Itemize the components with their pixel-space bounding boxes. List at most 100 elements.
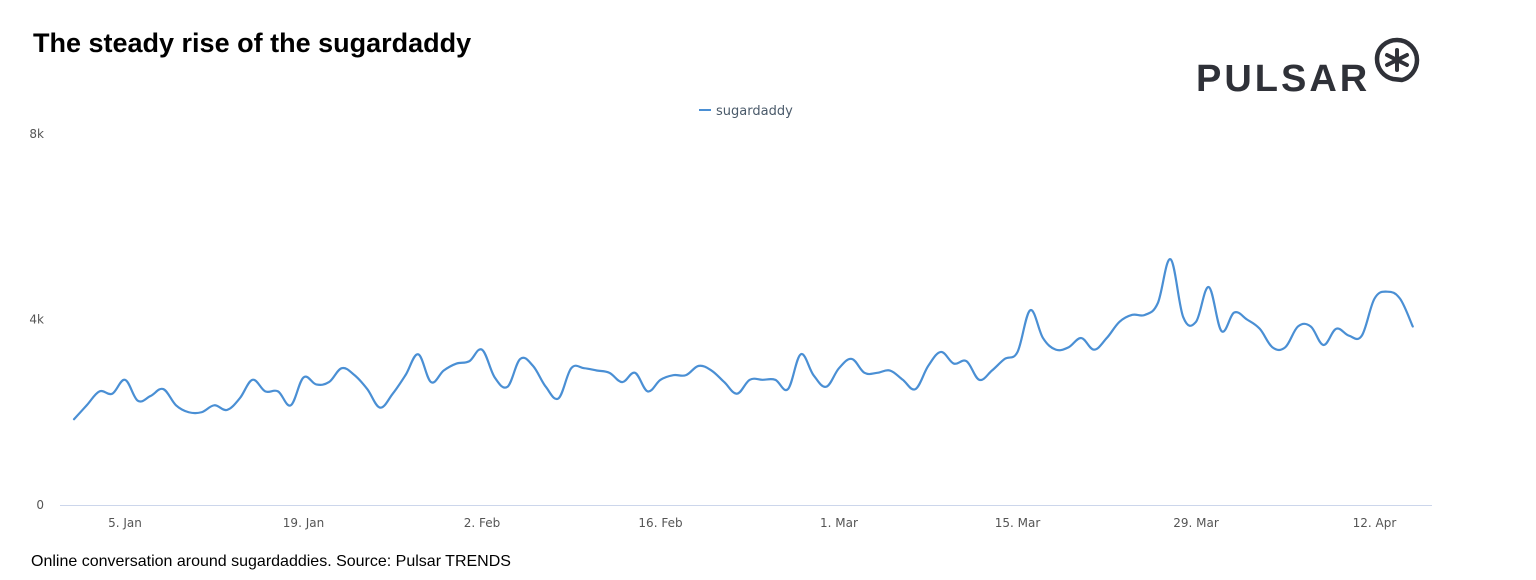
data-point[interactable] bbox=[760, 377, 766, 383]
data-point[interactable] bbox=[1078, 335, 1084, 341]
data-point[interactable] bbox=[339, 365, 345, 371]
data-point[interactable] bbox=[913, 386, 919, 392]
data-point[interactable] bbox=[887, 368, 893, 374]
data-point[interactable] bbox=[237, 395, 243, 401]
data-point[interactable] bbox=[1308, 323, 1314, 329]
data-point[interactable] bbox=[619, 379, 625, 385]
data-point[interactable] bbox=[1397, 296, 1403, 302]
data-point[interactable] bbox=[364, 386, 370, 392]
data-point[interactable] bbox=[224, 407, 230, 413]
data-point[interactable] bbox=[1321, 342, 1327, 348]
data-point[interactable] bbox=[543, 384, 549, 390]
data-point[interactable] bbox=[1219, 328, 1225, 334]
data-point[interactable] bbox=[1002, 356, 1008, 362]
data-point[interactable] bbox=[1180, 314, 1186, 320]
data-point[interactable] bbox=[71, 416, 77, 422]
data-point[interactable] bbox=[594, 368, 600, 374]
data-point[interactable] bbox=[352, 372, 358, 378]
data-point[interactable] bbox=[173, 402, 179, 408]
data-point[interactable] bbox=[1206, 284, 1212, 290]
data-point[interactable] bbox=[721, 379, 727, 385]
data-point[interactable] bbox=[428, 379, 434, 385]
data-point[interactable] bbox=[313, 381, 319, 387]
data-point[interactable] bbox=[288, 402, 294, 408]
data-point[interactable] bbox=[1129, 312, 1135, 318]
data-point[interactable] bbox=[709, 368, 715, 374]
data-point[interactable] bbox=[836, 365, 842, 371]
data-point[interactable] bbox=[670, 372, 676, 378]
legend[interactable]: sugardaddy bbox=[699, 104, 793, 119]
data-point[interactable] bbox=[148, 393, 154, 399]
data-point[interactable] bbox=[160, 386, 166, 392]
data-point[interactable] bbox=[989, 368, 995, 374]
data-point[interactable] bbox=[390, 391, 396, 397]
data-point[interactable] bbox=[122, 377, 128, 383]
data-point[interactable] bbox=[645, 388, 651, 394]
data-point[interactable] bbox=[683, 372, 689, 378]
data-point[interactable] bbox=[951, 361, 957, 367]
data-point[interactable] bbox=[862, 370, 868, 376]
data-point[interactable] bbox=[1410, 323, 1416, 329]
data-point[interactable] bbox=[1104, 335, 1110, 341]
data-point[interactable] bbox=[938, 349, 944, 355]
data-point[interactable] bbox=[377, 405, 383, 411]
data-point[interactable] bbox=[1040, 335, 1046, 341]
data-point[interactable] bbox=[1372, 296, 1378, 302]
data-point[interactable] bbox=[976, 377, 982, 383]
data-point[interactable] bbox=[581, 365, 587, 371]
data-point[interactable] bbox=[696, 363, 702, 369]
data-point[interactable] bbox=[211, 402, 217, 408]
data-point[interactable] bbox=[109, 391, 115, 397]
data-point[interactable] bbox=[1333, 326, 1339, 332]
data-point[interactable] bbox=[1282, 344, 1288, 350]
data-point[interactable] bbox=[1359, 333, 1365, 339]
data-point[interactable] bbox=[772, 377, 778, 383]
data-point[interactable] bbox=[747, 377, 753, 383]
data-point[interactable] bbox=[1384, 289, 1390, 295]
data-point[interactable] bbox=[607, 370, 613, 376]
data-point[interactable] bbox=[556, 395, 562, 401]
data-point[interactable] bbox=[1231, 310, 1237, 316]
data-point[interactable] bbox=[1117, 319, 1123, 325]
data-point[interactable] bbox=[441, 368, 447, 374]
data-point[interactable] bbox=[505, 384, 511, 390]
data-point[interactable] bbox=[849, 356, 855, 362]
data-point[interactable] bbox=[454, 361, 460, 367]
data-point[interactable] bbox=[1295, 323, 1301, 329]
data-point[interactable] bbox=[301, 374, 307, 380]
data-point[interactable] bbox=[1193, 319, 1199, 325]
data-point[interactable] bbox=[1066, 344, 1072, 350]
data-point[interactable] bbox=[262, 388, 268, 394]
data-point[interactable] bbox=[492, 374, 498, 380]
data-point[interactable] bbox=[798, 351, 804, 357]
data-point[interactable] bbox=[1257, 326, 1263, 332]
series-line-sugardaddy[interactable] bbox=[72, 258, 1414, 421]
data-point[interactable] bbox=[1168, 256, 1174, 262]
data-point[interactable] bbox=[403, 372, 409, 378]
data-point[interactable] bbox=[1091, 347, 1097, 353]
data-point[interactable] bbox=[1027, 307, 1033, 313]
data-point[interactable] bbox=[135, 398, 141, 404]
data-point[interactable] bbox=[734, 391, 740, 397]
data-point[interactable] bbox=[1270, 344, 1276, 350]
data-point[interactable] bbox=[326, 379, 332, 385]
data-point[interactable] bbox=[823, 384, 829, 390]
data-point[interactable] bbox=[964, 358, 970, 364]
data-point[interactable] bbox=[785, 386, 791, 392]
data-point[interactable] bbox=[811, 372, 817, 378]
data-point[interactable] bbox=[1346, 333, 1352, 339]
data-point[interactable] bbox=[1053, 347, 1059, 353]
data-point[interactable] bbox=[466, 358, 472, 364]
data-point[interactable] bbox=[1142, 312, 1148, 318]
data-point[interactable] bbox=[658, 377, 664, 383]
data-point[interactable] bbox=[632, 370, 638, 376]
data-point[interactable] bbox=[530, 363, 536, 369]
data-point[interactable] bbox=[275, 388, 281, 394]
data-point[interactable] bbox=[517, 356, 523, 362]
data-point[interactable] bbox=[1015, 349, 1021, 355]
data-point[interactable] bbox=[1244, 317, 1250, 323]
data-point[interactable] bbox=[415, 351, 421, 357]
data-point[interactable] bbox=[97, 388, 103, 394]
data-point[interactable] bbox=[199, 409, 205, 415]
data-point[interactable] bbox=[925, 363, 931, 369]
